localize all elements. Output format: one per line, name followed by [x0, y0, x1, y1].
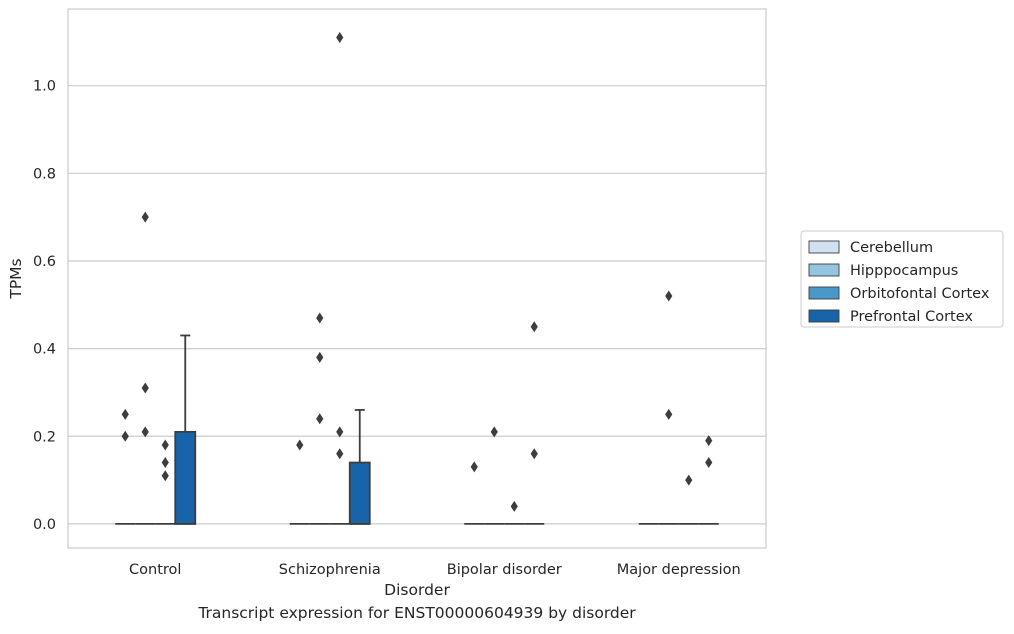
x-tick-label: Major depression	[617, 562, 741, 578]
legend: Cerebellum Hipppocampus Orbitofontal Corte…	[800, 230, 1004, 328]
y-tick-label: 1.0	[33, 79, 56, 95]
legend-entry: Prefrontal Cortex	[850, 309, 973, 325]
box-prefrontal-cortex	[174, 334, 197, 525]
legend-entry: Cerebellum	[850, 240, 933, 256]
legend-entry: Hipppocampus	[850, 263, 958, 279]
x-tick-label: Control	[129, 562, 181, 578]
x-tick-label: Bipolar disorder	[447, 562, 562, 578]
outlier-point	[336, 448, 344, 460]
x-axis-label: Disorder	[384, 581, 450, 599]
y-axis-ticks: 0.0 0.2 0.4 0.6 0.8 1.0	[33, 79, 56, 533]
y-tick-label: 0.0	[33, 517, 56, 533]
y-tick-label: 0.4	[33, 342, 56, 358]
outlier-point	[141, 382, 149, 394]
outlier-point	[141, 211, 149, 223]
outlier-point	[665, 408, 673, 420]
legend-swatch	[808, 309, 840, 323]
outlier-point	[510, 500, 518, 512]
outlier-point	[530, 448, 538, 460]
outlier-point	[705, 457, 713, 469]
box-prefrontal-cortex	[348, 409, 371, 525]
outlier-point	[316, 351, 324, 363]
legend-swatch	[808, 240, 840, 254]
y-tick-label: 0.8	[33, 166, 56, 182]
outlier-point	[316, 312, 324, 324]
outlier-point	[336, 31, 344, 43]
outlier-point	[121, 408, 129, 420]
box-iqr	[348, 461, 371, 525]
x-axis-ticks: Control Schizophrenia Bipolar disorder Majo…	[129, 562, 741, 578]
box-iqr	[174, 430, 197, 525]
legend-frame	[800, 230, 1004, 328]
outlier-point	[336, 426, 344, 438]
outlier-point	[161, 470, 169, 482]
outlier-point	[685, 474, 693, 486]
y-tick-label: 0.6	[33, 254, 56, 270]
outlier-point	[530, 321, 538, 333]
plot-area-frame	[67, 8, 767, 549]
outlier-point	[705, 435, 713, 447]
boxes	[115, 334, 719, 525]
legend-entry: Orbitofontal Cortex	[850, 286, 990, 302]
outlier-point	[470, 461, 478, 473]
outlier-point	[665, 290, 673, 302]
outliers	[121, 31, 713, 512]
gridlines	[68, 85, 766, 525]
outlier-point	[296, 439, 304, 451]
legend-swatch	[808, 286, 840, 300]
outlier-point	[490, 426, 498, 438]
outlier-point	[141, 426, 149, 438]
y-axis-label: TPMs	[7, 258, 25, 299]
legend-swatch	[808, 263, 840, 277]
figure-caption: Transcript expression for ENST0000060493…	[198, 604, 636, 622]
outlier-point	[161, 457, 169, 469]
outlier-point	[121, 430, 129, 442]
y-tick-label: 0.2	[33, 429, 56, 445]
outlier-point	[316, 413, 324, 425]
x-tick-label: Schizophrenia	[279, 562, 381, 578]
outlier-point	[161, 439, 169, 451]
